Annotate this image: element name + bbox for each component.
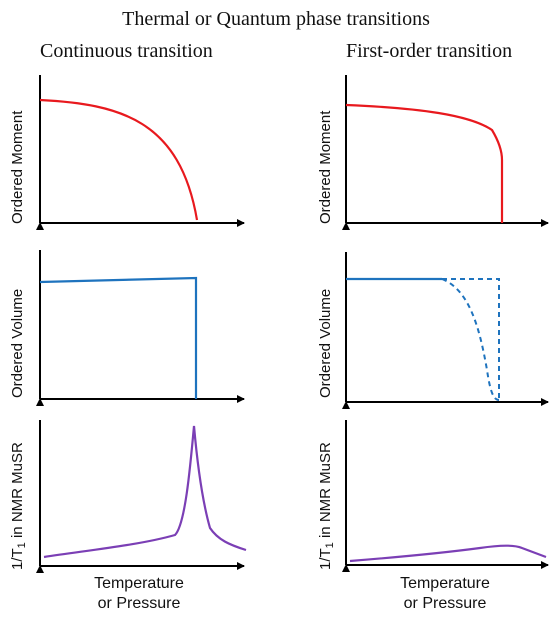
left-column-title: Continuous transition — [40, 40, 213, 62]
right-volume-ylabel: Ordered Volume — [317, 289, 334, 398]
left-x-label-line2: or Pressure — [97, 595, 181, 612]
left-relaxation-ylabel: 1/T1 in NMR MuSR — [9, 442, 28, 570]
left-volume-axes — [40, 250, 244, 399]
right-relaxation-curve — [349, 544, 547, 563]
right-x-label-line1: Temperature — [400, 575, 490, 592]
left-relaxation-axes — [40, 420, 244, 566]
right-volume-axes — [346, 252, 548, 402]
figure-title: Thermal or Quantum phase transitions — [122, 8, 430, 30]
right-volume-dashed-curve — [441, 278, 500, 401]
left-volume-ylabel: Ordered Volume — [9, 289, 26, 398]
left-moment-curve — [39, 98, 199, 221]
right-moment-panel: Ordered Moment — [317, 75, 548, 224]
left-volume-curve — [39, 276, 198, 399]
left-relaxation-curve — [43, 425, 247, 559]
right-moment-ylabel: Ordered Moment — [317, 110, 334, 224]
right-column-title: First-order transition — [346, 40, 513, 62]
right-volume-panel: Ordered Volume — [317, 252, 548, 402]
left-x-axis-label: Temperature or Pressure — [54, 574, 224, 614]
right-relaxation-ylabel: 1/T1 in NMR MuSR — [317, 442, 336, 570]
left-moment-ylabel: Ordered Moment — [9, 110, 26, 224]
right-moment-curve — [345, 103, 504, 223]
right-x-axis-label: Temperature or Pressure — [360, 574, 530, 614]
right-relaxation-axes — [346, 420, 548, 565]
right-volume-dashed-step — [442, 278, 500, 400]
left-moment-axes — [40, 75, 244, 223]
left-x-label-line1: Temperature — [94, 575, 184, 592]
left-moment-panel: Ordered Moment — [9, 75, 244, 224]
left-volume-panel: Ordered Volume — [9, 250, 244, 399]
right-relaxation-panel: 1/T1 in NMR MuSR — [317, 420, 548, 570]
right-x-label-line2: or Pressure — [403, 595, 487, 612]
right-moment-axes — [346, 75, 548, 223]
left-relaxation-panel: 1/T1 in NMR MuSR — [9, 420, 246, 570]
